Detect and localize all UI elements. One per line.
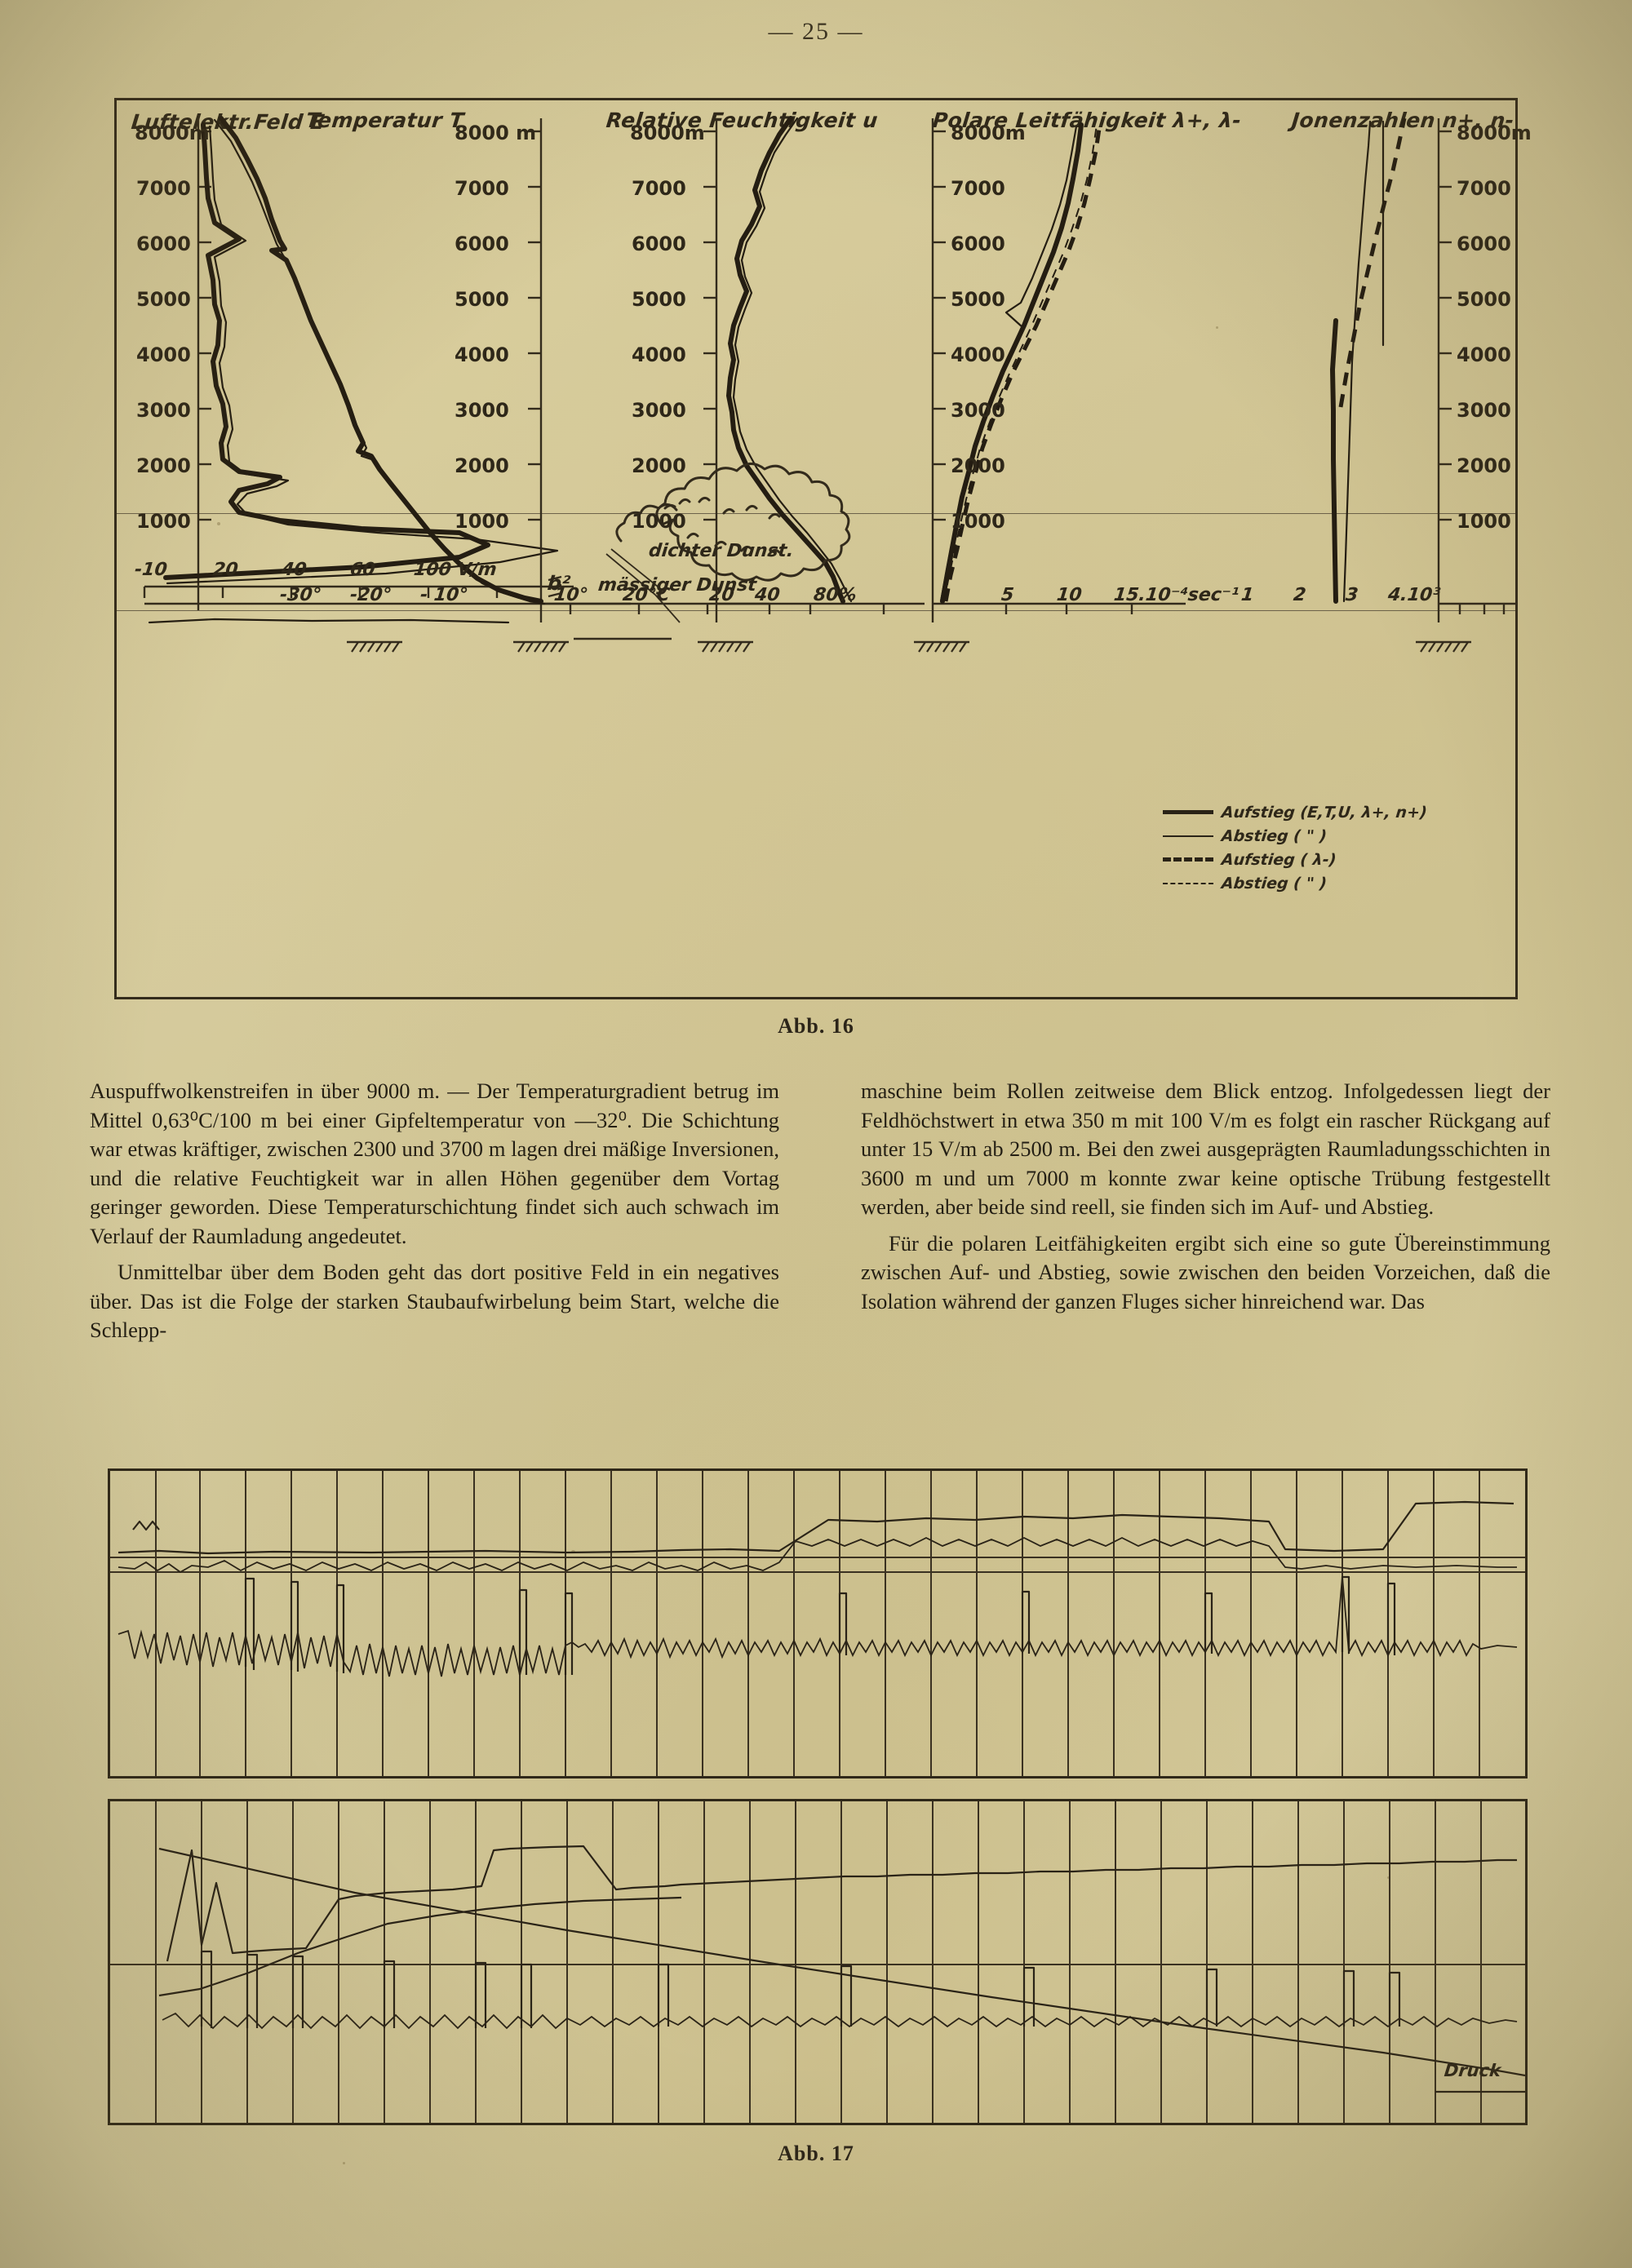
ytick-p3-6000: 6000 [632, 233, 686, 255]
ytick-p5-1000: 1000 [1457, 510, 1511, 533]
xtick-ion-2: 2 [1292, 585, 1307, 605]
xtick-cond-15: 15.10⁻⁴sec⁻¹ [1112, 585, 1240, 605]
ytick-p2-4000: 4000 [455, 343, 509, 366]
figure-16-caption: Abb. 16 [778, 1014, 854, 1038]
xtick-hum-40: 40 [753, 585, 781, 605]
annotation-b2: b² [546, 572, 572, 595]
ytick-p5-4000: 4000 [1457, 343, 1511, 366]
ytick-p4-1000: 1000 [951, 510, 1005, 533]
label-druck: Druck [1443, 2061, 1502, 2080]
xtick-field-100: 100 V/m [412, 560, 498, 580]
xtick-field-neg10: -10 [133, 560, 169, 580]
paragraph-left-2: Unmittelbar über dem Boden geht das dort… [90, 1260, 779, 1342]
xtick-ion-4: 4.10³ [1386, 585, 1442, 605]
ytick-p3-2000: 2000 [632, 454, 686, 477]
legend-row-aufstieg-lambda-minus: Aufstieg ( λ-) [1163, 848, 1432, 871]
ytick-p5-6000: 6000 [1457, 233, 1511, 255]
figure-17-upper-plot: .g{stroke:#3a3121;stroke-width:2;} .tr{s… [110, 1471, 1525, 1776]
figure-16-legend: Aufstieg (E,T,U, λ+, n+) Abstieg ( " ) A… [1163, 800, 1432, 898]
xtick-hum-80: 80% [812, 585, 858, 605]
ytick-p3-3000: 3000 [632, 399, 686, 422]
ytick-p2-2000: 2000 [455, 454, 509, 477]
xtick-ion-3: 3 [1344, 585, 1359, 605]
legend-swatch-dash-thick [1163, 857, 1213, 862]
ytick-p1-7000: 7000 [136, 177, 191, 200]
legend-label-abstieg-lambda-minus: Abstieg ( " ) [1220, 874, 1328, 893]
legend-label-abstieg-main: Abstieg ( " ) [1220, 826, 1328, 845]
xtick-ion-1: 1 [1240, 585, 1255, 605]
text-column-left: Auspuffwolkenstreifen in über 9000 m. — … [90, 1077, 779, 1345]
ytick-p1-3000: 3000 [136, 399, 191, 422]
ytick-p1-1000: 1000 [136, 510, 191, 533]
ytick-p5-5000: 5000 [1457, 288, 1511, 311]
xtick-temp-neg30: -30° [278, 585, 323, 605]
ytick-p3-8000: 8000m [630, 122, 705, 144]
ytick-p1-2000: 2000 [136, 454, 191, 477]
ytick-p5-2000: 2000 [1457, 454, 1511, 477]
ytick-p1-8000: 8000m [135, 122, 210, 144]
page-number: — 25 — [768, 18, 864, 45]
ytick-p5-3000: 3000 [1457, 399, 1511, 422]
ytick-p4-3000: 3000 [951, 399, 1005, 422]
ytick-p2-1000: 1000 [455, 510, 509, 533]
xtick-field-20: 20 [211, 560, 239, 580]
text-column-right: maschine beim Rollen zeitweise dem Blick… [861, 1077, 1550, 1316]
ytick-p5-8000: 8000m [1457, 122, 1532, 144]
figure-17-caption: Abb. 17 [778, 2142, 854, 2165]
legend-swatch-solid-thick [1163, 810, 1213, 814]
paragraph-right-2: Für die polaren Leitfähigkeiten ergibt s… [861, 1230, 1550, 1313]
legend-row-abstieg-main: Abstieg ( " ) [1163, 824, 1432, 848]
ytick-p5-7000: 7000 [1457, 177, 1511, 200]
ytick-p4-8000: 8000m [951, 122, 1026, 144]
xtick-field-40: 40 [280, 560, 308, 580]
figure-17-lower: .g2{stroke:#3a3121;stroke-width:2;} .tr2… [108, 1799, 1528, 2125]
figure-17-upper: .g{stroke:#3a3121;stroke-width:2;} .tr{s… [108, 1468, 1528, 1779]
figure-16: Luftelektr.Feld E Temperatur T Relative … [114, 98, 1532, 999]
xtick-temp-neg10: - 10° [419, 585, 469, 605]
xtick-cond-5: 5 [1000, 585, 1015, 605]
ytick-p3-4000: 4000 [632, 343, 686, 366]
ytick-p3-1000: 1000 [632, 510, 686, 533]
ytick-p1-4000: 4000 [136, 343, 191, 366]
annotation-dichter-dunst: dichter Dunst. [647, 541, 795, 561]
ytick-p4-5000: 5000 [951, 288, 1005, 311]
legend-label-aufstieg-main: Aufstieg (E,T,U, λ+, n+) [1220, 803, 1428, 822]
ytick-p2-5000: 5000 [455, 288, 509, 311]
ytick-p2-3000: 3000 [455, 399, 509, 422]
xtick-temp-neg20: -20° [348, 585, 393, 605]
ytick-p4-6000: 6000 [951, 233, 1005, 255]
annotation-maessiger-dunst: mässiger Dunst [596, 575, 758, 596]
grid-line-2000 [117, 513, 1515, 514]
ytick-p2-7000: 7000 [455, 177, 509, 200]
ytick-p4-4000: 4000 [951, 343, 1005, 366]
xtick-field-60: 60 [348, 560, 376, 580]
legend-swatch-solid-thin [1163, 835, 1213, 837]
paragraph-right-1: maschine beim Rollen zeitweise dem Blick… [861, 1079, 1550, 1219]
grid-line-1000 [117, 610, 1515, 611]
ytick-p2-8000: 8000 m [455, 122, 537, 144]
ytick-p3-7000: 7000 [632, 177, 686, 200]
ytick-p2-6000: 6000 [455, 233, 509, 255]
xtick-cond-10: 10 [1055, 585, 1083, 605]
legend-swatch-dash-thin [1163, 882, 1213, 884]
figure-17-lower-plot: .g2{stroke:#3a3121;stroke-width:2;} .tr2… [110, 1801, 1525, 2123]
ytick-p4-7000: 7000 [951, 177, 1005, 200]
ytick-p1-6000: 6000 [136, 233, 191, 255]
legend-row-abstieg-lambda-minus: Abstieg ( " ) [1163, 871, 1432, 895]
figure-16-plot: .ax{stroke:#332b1c;stroke-width:2.4;fill… [143, 116, 1515, 653]
ytick-p3-5000: 5000 [632, 288, 686, 311]
legend-label-aufstieg-lambda-minus: Aufstieg ( λ-) [1220, 850, 1337, 869]
legend-row-aufstieg-main: Aufstieg (E,T,U, λ+, n+) [1163, 800, 1432, 824]
ytick-p4-2000: 2000 [951, 454, 1005, 477]
ytick-p1-5000: 5000 [136, 288, 191, 311]
paragraph-left-1: Auspuffwolkenstreifen in über 9000 m. — … [90, 1079, 779, 1248]
